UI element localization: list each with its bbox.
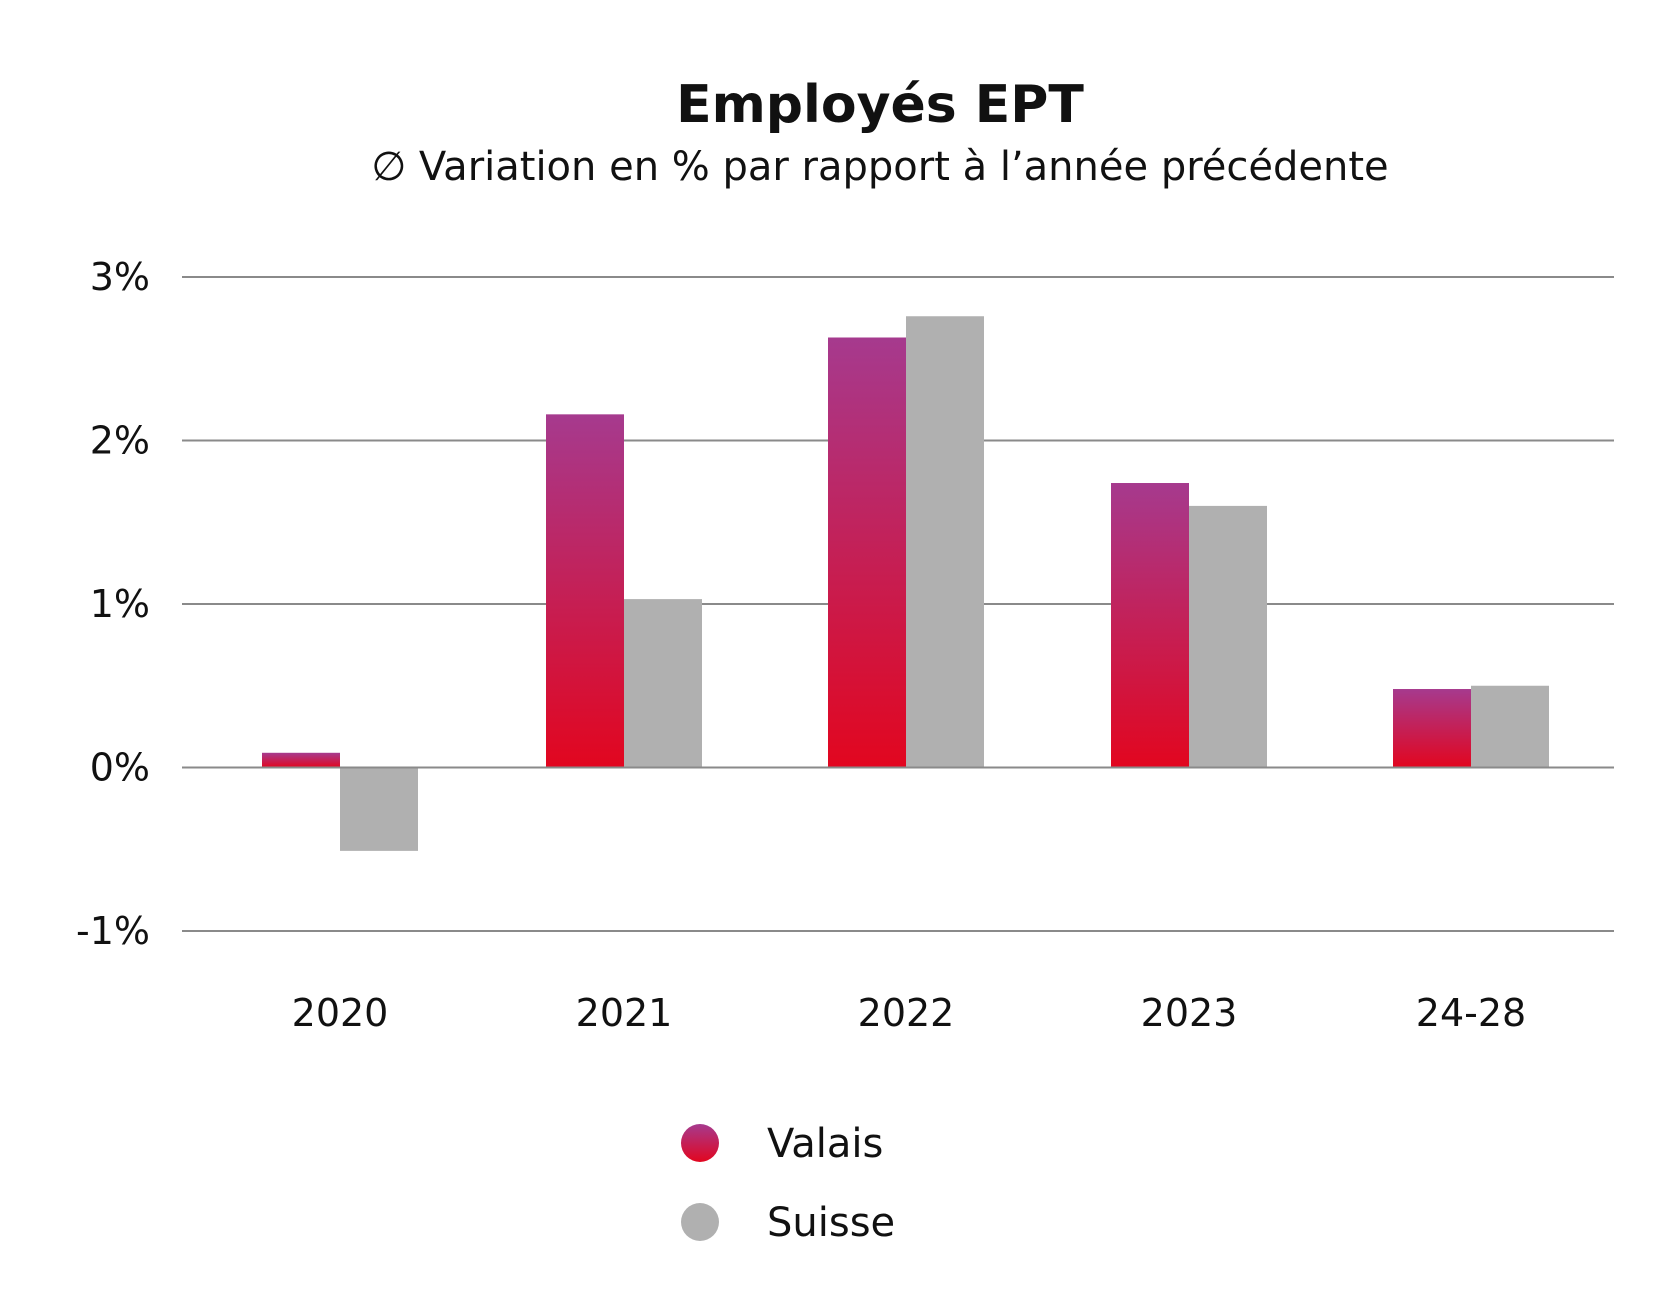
- bar-suisse-2021: [624, 599, 702, 768]
- x-axis-tick-labels: 2020 2021 2022 2023 24-28: [292, 991, 1527, 1035]
- x-tick-label: 2021: [576, 991, 673, 1035]
- bar-valais-24-28: [1393, 689, 1471, 768]
- bar-suisse-2023: [1189, 505, 1267, 768]
- legend-label-valais: Valais: [767, 1121, 883, 1167]
- y-tick-label: 2%: [90, 419, 150, 463]
- y-tick-label: 3%: [90, 255, 150, 299]
- bar-valais-2022: [828, 337, 906, 768]
- legend-marker-valais: [681, 1124, 719, 1162]
- legend: Valais Suisse: [681, 1121, 895, 1246]
- legend-item-valais: Valais: [681, 1121, 883, 1167]
- chart-title: Employés EPT: [676, 75, 1084, 135]
- bar-valais-2021: [546, 414, 624, 768]
- legend-label-suisse: Suisse: [767, 1200, 895, 1246]
- bar-valais-2020: [262, 752, 340, 768]
- bar-suisse-2022: [906, 316, 984, 768]
- y-tick-label: 0%: [90, 746, 150, 790]
- x-tick-label: 2023: [1141, 991, 1238, 1035]
- bars: [182, 316, 1614, 851]
- x-tick-label: 2020: [292, 991, 389, 1035]
- bar-suisse-2020: [340, 767, 418, 851]
- x-tick-label: 24-28: [1416, 991, 1526, 1035]
- legend-marker-suisse: [681, 1203, 719, 1241]
- bar-suisse-24-28: [1471, 685, 1549, 768]
- legend-item-suisse: Suisse: [681, 1200, 895, 1246]
- x-tick-label: 2022: [858, 991, 955, 1035]
- y-tick-label: 1%: [90, 582, 150, 626]
- chart-subtitle: ∅ Variation en % par rapport à l’année p…: [371, 144, 1388, 190]
- bar-valais-2023: [1111, 483, 1189, 768]
- y-tick-label: -1%: [76, 909, 150, 953]
- y-axis-tick-labels: 3% 2% 1% 0% -1%: [76, 255, 150, 953]
